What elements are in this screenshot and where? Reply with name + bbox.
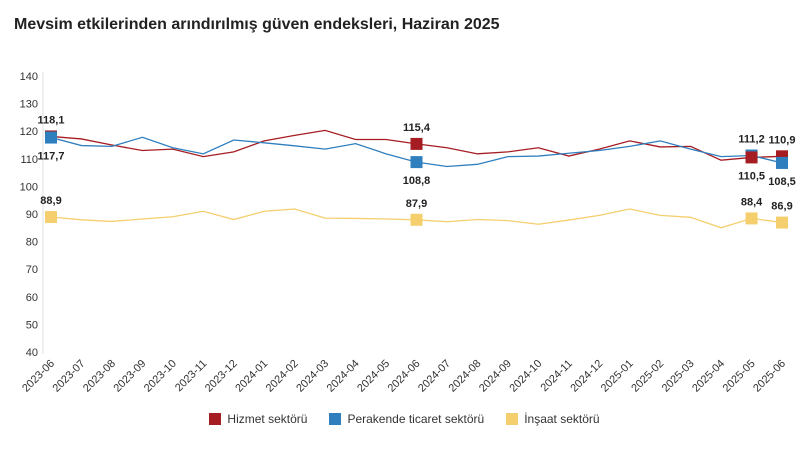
x-tick-label: 2024-09 bbox=[477, 358, 514, 395]
data-marker bbox=[776, 156, 788, 169]
data-marker bbox=[410, 213, 423, 226]
data-marker bbox=[745, 151, 758, 164]
x-tick-label: 2023-10 bbox=[142, 358, 179, 395]
data-label: 108,8 bbox=[403, 175, 431, 187]
y-tick-label: 80 bbox=[26, 237, 38, 249]
data-marker bbox=[410, 137, 423, 150]
data-marker bbox=[45, 131, 57, 144]
legend-item-hizmet[interactable]: Hizmet sektörü bbox=[209, 412, 307, 426]
data-label: 108,5 bbox=[768, 176, 796, 188]
y-tick-label: 120 bbox=[20, 126, 38, 138]
data-label: 88,4 bbox=[741, 196, 763, 208]
legend-label: İnşaat sektörü bbox=[524, 412, 600, 426]
y-tick-label: 60 bbox=[26, 292, 38, 304]
x-tick-label: 2024-06 bbox=[386, 358, 423, 395]
data-marker bbox=[776, 216, 788, 229]
legend-label: Perakende ticaret sektörü bbox=[347, 412, 485, 426]
legend-swatch bbox=[329, 413, 342, 425]
legend: Hizmet sektörü Perakende ticaret sektörü… bbox=[0, 412, 809, 426]
x-tick-label: 2025-04 bbox=[690, 358, 727, 395]
y-tick-label: 70 bbox=[26, 264, 38, 276]
legend-item-perakende[interactable]: Perakende ticaret sektörü bbox=[329, 412, 484, 426]
x-tick-label: 2025-02 bbox=[629, 358, 666, 395]
y-tick-label: 130 bbox=[20, 99, 38, 111]
x-tick-label: 2023-08 bbox=[81, 358, 118, 395]
data-label: 117,7 bbox=[38, 151, 65, 163]
data-label: 115,4 bbox=[403, 122, 431, 134]
data-label: 111,2 bbox=[738, 133, 764, 145]
x-tick-label: 2023-06 bbox=[20, 358, 57, 395]
x-tick-label: 2025-01 bbox=[599, 358, 636, 395]
y-tick-label: 140 bbox=[20, 71, 38, 83]
data-marker bbox=[745, 212, 758, 225]
x-tick-label: 2023-12 bbox=[203, 358, 240, 395]
data-label: 86,9 bbox=[771, 201, 792, 213]
x-tick-label: 2024-04 bbox=[325, 358, 362, 395]
x-tick-label: 2023-09 bbox=[111, 358, 148, 395]
legend-label: Hizmet sektörü bbox=[227, 412, 308, 426]
x-tick-label: 2025-06 bbox=[751, 358, 788, 395]
data-marker bbox=[45, 211, 57, 224]
x-tick-label: 2024-05 bbox=[355, 358, 392, 395]
data-label: 110,5 bbox=[738, 170, 765, 182]
legend-swatch bbox=[506, 413, 519, 425]
x-tick-label: 2024-08 bbox=[447, 358, 484, 395]
y-tick-label: 40 bbox=[26, 347, 38, 359]
x-tick-label: 2024-01 bbox=[233, 358, 270, 395]
data-label: 118,1 bbox=[38, 114, 65, 126]
x-tick-label: 2024-07 bbox=[416, 358, 453, 395]
x-tick-label: 2024-02 bbox=[264, 358, 301, 395]
y-tick-label: 100 bbox=[20, 181, 38, 193]
data-marker bbox=[410, 156, 423, 169]
data-label: 88,9 bbox=[40, 195, 61, 207]
x-tick-label: 2025-03 bbox=[660, 358, 697, 395]
legend-item-insaat[interactable]: İnşaat sektörü bbox=[506, 412, 600, 426]
data-label: 87,9 bbox=[406, 198, 427, 210]
chart-title: Mevsim etkilerinden arındırılmış güven e… bbox=[14, 16, 500, 33]
y-tick-label: 110 bbox=[20, 154, 38, 166]
data-label: 110,9 bbox=[769, 134, 796, 146]
legend-swatch bbox=[209, 413, 222, 425]
y-tick-label: 90 bbox=[26, 209, 38, 221]
x-tick-label: 2023-07 bbox=[51, 358, 88, 395]
x-tick-label: 2024-03 bbox=[294, 358, 331, 395]
x-tick-label: 2024-12 bbox=[568, 358, 605, 395]
x-tick-label: 2024-10 bbox=[507, 358, 544, 395]
y-tick-label: 50 bbox=[26, 319, 38, 331]
x-tick-label: 2025-05 bbox=[721, 358, 758, 395]
